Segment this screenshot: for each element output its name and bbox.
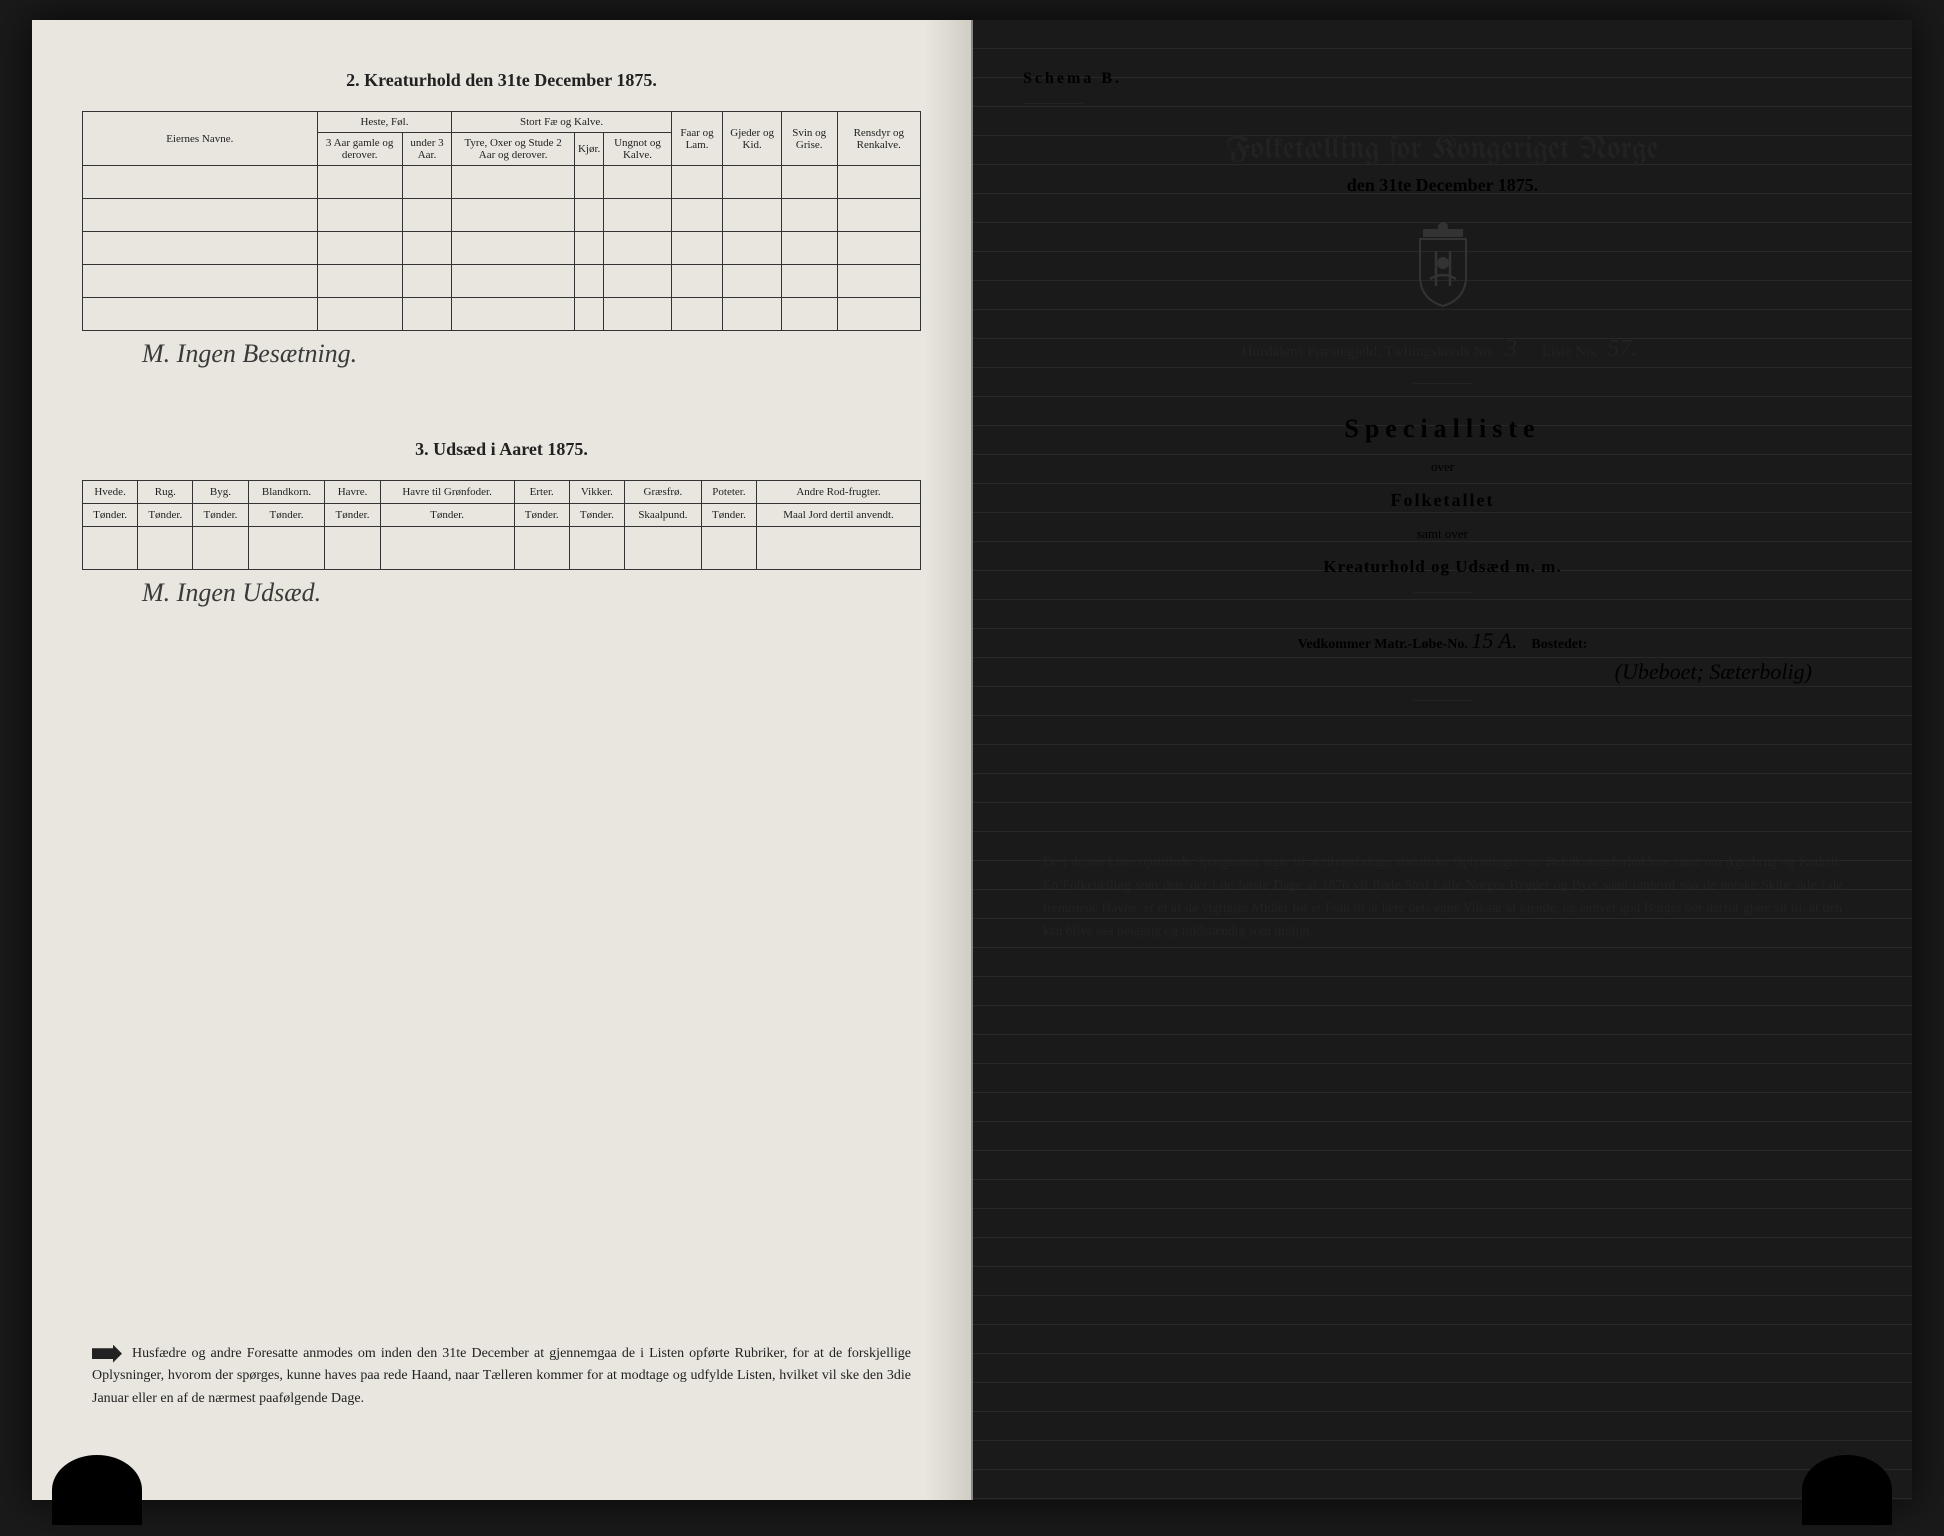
census-main-title: Folketælling for Kongeriget Norge (1023, 134, 1862, 167)
schema-label: Schema B. (1023, 70, 1862, 88)
handwritten-note-1: M. Ingen Besætning. (142, 339, 921, 369)
samt-over-label: samt over (1023, 526, 1862, 542)
col-sheep: Faar og Lam. (671, 112, 723, 166)
table-row (83, 265, 921, 298)
seed-table: Hvede. Rug. Byg. Blandkorn. Havre. Havre… (82, 480, 921, 570)
col-goats: Gjeder og Kid. (723, 112, 782, 166)
livestock-table: Eiernes Navne. Heste, Føl. Stort Fæ og K… (82, 111, 921, 331)
pointing-hand-icon (92, 1345, 122, 1363)
table-row (83, 298, 921, 331)
left-page: 2. Kreaturhold den 31te December 1875. E… (32, 20, 973, 1500)
table-row (83, 232, 921, 265)
rule (1023, 103, 1083, 104)
unit: Tønder. (380, 504, 514, 527)
matr-number: 15 A. (1471, 628, 1517, 653)
col-byg: Byg. (193, 481, 248, 504)
handwritten-note-2: M. Ingen Udsæd. (142, 578, 921, 608)
col-group-horses: Heste, Føl. (317, 112, 452, 133)
unit: Tønder. (193, 504, 248, 527)
unit: Tønder. (514, 504, 569, 527)
col-reindeer: Rensdyr og Renkalve. (837, 112, 920, 166)
over-label: over (1023, 459, 1862, 475)
col-erter: Erter. (514, 481, 569, 504)
bostedet-label: Bostedet: (1531, 637, 1587, 652)
liste-number: 57. (1607, 336, 1637, 362)
sub-young: Ungnot og Kalve. (604, 133, 671, 166)
footer-text: Husfædre og andre Foresatte anmodes om i… (92, 1346, 911, 1406)
vedkommer-line: Vedkommer Matr.-Løbe-No. 15 A. Bostedet: (1023, 628, 1862, 654)
table-row (83, 166, 921, 199)
rule (1413, 592, 1473, 593)
sub-under3: under 3 Aar. (402, 133, 452, 166)
right-page: Schema B. Folketælling for Kongeriget No… (973, 20, 1912, 1500)
vedkommer-label: Vedkommer Matr.-Løbe-No. (1298, 637, 1468, 652)
bostedet-handwritten: (Ubeboet; Sæterbolig) (1023, 659, 1812, 685)
page-corner-shadow (52, 1455, 142, 1525)
col-vikker: Vikker. (569, 481, 624, 504)
district-line: Hurdalens Præstegjeld, Tællingskreds No.… (1023, 336, 1862, 363)
liste-label: Liste No. (1542, 344, 1598, 360)
district-prefix: Hurdalens Præstegjeld, Tællingskreds No. (1242, 344, 1495, 360)
col-pigs: Svin og Grise. (781, 112, 837, 166)
col-andre: Andre Rod-frugter. (757, 481, 921, 504)
col-blandkorn: Blandkorn. (248, 481, 325, 504)
sub-cows: Kjør. (574, 133, 603, 166)
unit: Tønder. (138, 504, 193, 527)
col-poteter: Poteter. (701, 481, 756, 504)
unit: Tønder. (701, 504, 756, 527)
right-footer-note: De i denne Liste opstillede Spørgsmaal s… (1023, 851, 1862, 943)
kreaturhold-heading: Kreaturhold og Udsæd m. m. (1023, 557, 1862, 577)
coat-of-arms-icon (1408, 221, 1478, 311)
rule (1413, 700, 1473, 701)
open-book: 2. Kreaturhold den 31te December 1875. E… (32, 20, 1912, 1500)
section-2-title: 2. Kreaturhold den 31te December 1875. (82, 70, 921, 91)
col-havre-gron: Havre til Grønfoder. (380, 481, 514, 504)
sub-3yr: 3 Aar gamle og derover. (317, 133, 402, 166)
col-graesfro: Græsfrø. (624, 481, 701, 504)
specialliste-heading: Specialliste (1023, 414, 1862, 444)
col-rug: Rug. (138, 481, 193, 504)
table-row (83, 527, 921, 570)
col-havre: Havre. (325, 481, 380, 504)
col-hvede: Hvede. (83, 481, 138, 504)
district-number: 3 (1505, 336, 1517, 362)
unit: Skaalpund. (624, 504, 701, 527)
page-corner-shadow (1802, 1455, 1892, 1525)
unit: Tønder. (569, 504, 624, 527)
section-3-title: 3. Udsæd i Aaret 1875. (82, 439, 921, 460)
sub-bulls: Tyre, Oxer og Stude 2 Aar og derover. (452, 133, 575, 166)
unit: Maal Jord dertil anvendt. (757, 504, 921, 527)
rule (1413, 383, 1473, 384)
col-group-cattle: Stort Fæ og Kalve. (452, 112, 671, 133)
col-owners: Eiernes Navne. (83, 112, 318, 166)
folketallet-heading: Folketallet (1023, 490, 1862, 511)
unit: Tønder. (248, 504, 325, 527)
census-date: den 31te December 1875. (1023, 175, 1862, 196)
left-footer-note: Husfædre og andre Foresatte anmodes om i… (82, 1343, 921, 1410)
table-row (83, 199, 921, 232)
unit: Tønder. (325, 504, 380, 527)
unit: Tønder. (83, 504, 138, 527)
